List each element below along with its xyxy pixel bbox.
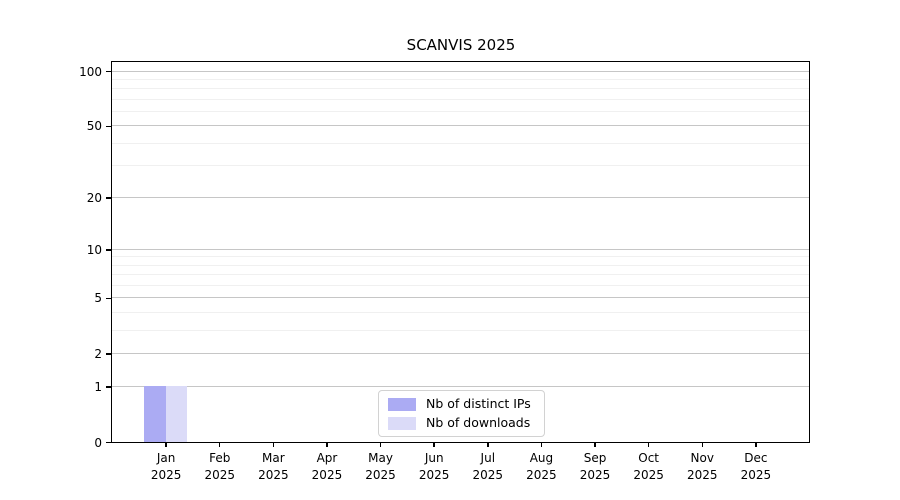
- y-tick-mark-100: [106, 70, 112, 73]
- minor-gridline-30: [112, 165, 809, 167]
- major-gridline-10: [112, 248, 809, 250]
- y-tick-label-10: 10: [86, 242, 102, 257]
- minor-gridline-9: [112, 256, 809, 258]
- x-tick-label-feb: Feb 2025: [204, 451, 235, 482]
- y-tick-mark-50: [106, 125, 112, 128]
- minor-gridline-7: [112, 274, 809, 276]
- major-gridline-2: [112, 353, 809, 355]
- minor-gridline-90: [112, 78, 809, 80]
- x-tick-mark-feb: [218, 442, 221, 447]
- x-tick-mark-apr: [326, 442, 328, 447]
- major-gridline-1: [112, 385, 809, 387]
- x-tick-label-jun: Jun 2025: [418, 451, 450, 482]
- x-tick-label-nov: Nov 2025: [686, 451, 718, 482]
- bar-jan-distinct-ips: [144, 386, 166, 442]
- major-gridline-5: [112, 297, 809, 299]
- x-tick-label-oct: Oct 2025: [633, 451, 664, 482]
- x-tick-mark-jan: [165, 442, 167, 447]
- y-tick-mark-10: [106, 249, 112, 251]
- x-tick-label-jan: Jan 2025: [150, 451, 182, 482]
- legend-label-downloads: Nb of downloads: [426, 415, 531, 430]
- legend-swatch-downloads: [388, 416, 416, 430]
- y-tick-mark-1: [106, 386, 112, 388]
- x-tick-label-jul: Jul 2025: [472, 451, 504, 482]
- minor-gridline-8: [112, 264, 809, 266]
- x-tick-mark-dec: [755, 442, 757, 447]
- minor-gridline-3: [112, 330, 809, 332]
- x-tick-mark-may: [379, 442, 382, 447]
- bar-jan-downloads: [165, 386, 188, 442]
- y-tick-label-5: 5: [94, 291, 102, 306]
- y-tick-label-1: 1: [94, 379, 102, 394]
- major-gridline-50: [112, 125, 809, 127]
- y-tick-mark-20: [106, 197, 112, 199]
- chart-title: SCANVIS 2025: [406, 36, 516, 54]
- y-tick-mark-5: [106, 297, 112, 300]
- x-tick-mark-jun: [433, 442, 435, 447]
- legend: Nb of distinct IPs Nb of downloads: [378, 390, 545, 437]
- major-gridline-20: [112, 196, 809, 198]
- minor-gridline-6: [112, 285, 809, 287]
- x-tick-label-dec: Dec 2025: [740, 451, 772, 482]
- minor-gridline-70: [112, 98, 809, 100]
- plot-area: [111, 61, 810, 443]
- y-tick-label-50: 50: [86, 119, 102, 134]
- x-tick-label-mar: Mar 2025: [258, 451, 289, 482]
- minor-gridline-60: [112, 111, 809, 113]
- legend-swatch-distinct-ips: [388, 397, 416, 411]
- minor-gridline-80: [112, 88, 809, 90]
- legend-entry-downloads: Nb of downloads: [388, 416, 535, 430]
- legend-entry-distinct-ips: Nb of distinct IPs: [388, 397, 535, 411]
- x-tick-label-apr: Apr 2025: [311, 451, 343, 482]
- x-tick-label-may: May 2025: [365, 451, 396, 482]
- y-tick-label-0: 0: [94, 435, 102, 450]
- x-tick-mark-nov: [701, 442, 704, 447]
- y-tick-label-100: 100: [79, 64, 102, 79]
- major-gridline-100: [112, 70, 809, 72]
- x-tick-mark-mar: [272, 442, 275, 447]
- y-tick-label-2: 2: [94, 347, 102, 362]
- x-tick-mark-aug: [540, 442, 543, 447]
- x-tick-mark-oct: [647, 442, 650, 447]
- minor-gridline-40: [112, 142, 809, 144]
- x-tick-label-aug: Aug 2025: [526, 451, 557, 482]
- y-tick-mark-0: [106, 441, 112, 444]
- y-tick-mark-2: [106, 353, 112, 355]
- x-tick-mark-jul: [487, 442, 489, 447]
- y-tick-label-20: 20: [86, 190, 102, 205]
- x-tick-label-sep: Sep 2025: [579, 451, 611, 482]
- minor-gridline-4: [112, 312, 809, 314]
- x-tick-mark-sep: [594, 442, 596, 447]
- legend-label-distinct-ips: Nb of distinct IPs: [426, 396, 531, 411]
